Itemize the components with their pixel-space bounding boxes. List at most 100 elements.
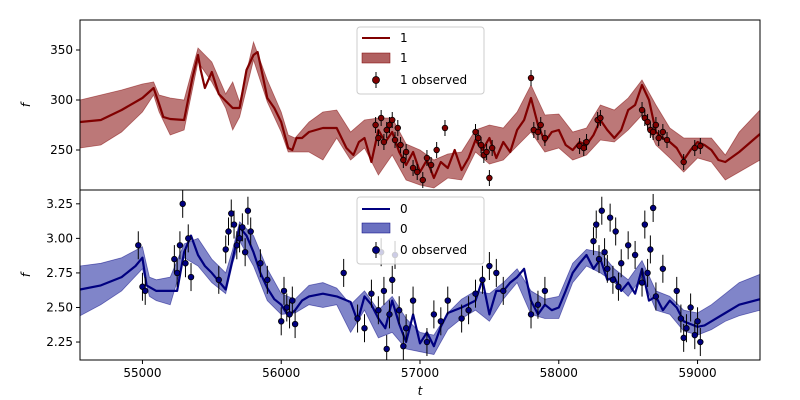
bottom-observed-marker	[652, 293, 660, 300]
bottom-observed-point	[233, 231, 241, 260]
top-y-tick-label: 250	[50, 143, 73, 157]
top-observed-marker	[527, 74, 535, 82]
bottom-observed-marker	[361, 325, 368, 332]
bottom-observed-point	[222, 235, 229, 264]
bottom-observed-marker	[691, 331, 698, 339]
bottom-observed-point	[179, 190, 186, 218]
top-observed-marker	[375, 134, 382, 142]
bottom-x-tick-label: 58000	[540, 366, 578, 380]
bottom-observed-point	[278, 307, 285, 336]
top-observed-marker	[372, 121, 379, 129]
top-observed-point	[597, 110, 604, 126]
bottom-y-tick-label: 3.00	[46, 231, 73, 245]
top-observed-point	[644, 114, 651, 130]
bottom-observed-marker	[247, 228, 254, 235]
bottom-observed-point	[185, 224, 192, 253]
top-observed-marker	[680, 158, 687, 166]
bottom-observed-marker	[185, 235, 192, 242]
top-observed-marker	[394, 124, 401, 132]
bottom-observed-point	[173, 258, 181, 287]
bottom-observed-point	[247, 217, 254, 246]
bottom-observed-point	[395, 296, 403, 325]
top-observed-marker	[583, 138, 590, 146]
top-confidence-band	[80, 40, 760, 189]
top-observed-point	[477, 137, 485, 153]
top-observed-marker	[377, 114, 385, 122]
bottom-observed-marker	[286, 311, 293, 318]
bottom-observed-marker	[340, 269, 347, 277]
top-observed-point	[394, 120, 401, 136]
bottom-observed-point	[683, 314, 690, 343]
bottom-observed-marker	[222, 246, 229, 253]
bottom-observed-marker	[604, 265, 611, 272]
bottom-observed-marker	[601, 248, 608, 256]
bottom-observed-marker	[631, 251, 639, 259]
bottom-observed-marker	[241, 248, 249, 256]
top-observed-point	[400, 152, 407, 168]
bottom-y-tick-label: 3.25	[46, 197, 73, 211]
bottom-observed-point	[659, 254, 667, 283]
top-observed-marker	[427, 161, 435, 169]
bottom-observed-marker	[409, 297, 417, 304]
bottom-observed-point	[361, 314, 368, 343]
bottom-observed-point	[601, 238, 608, 267]
bottom-observed-point	[606, 203, 614, 232]
bottom-observed-marker	[368, 290, 375, 297]
bottom-observed-point	[291, 310, 299, 339]
bottom-observed-point	[289, 286, 296, 315]
top-observed-marker	[652, 121, 660, 129]
top-observed-marker	[486, 174, 493, 182]
bottom-observed-marker	[142, 287, 149, 295]
bottom-observed-marker	[257, 260, 264, 267]
top-observed-point	[409, 160, 417, 176]
bottom-observed-marker	[677, 315, 685, 322]
bottom-observed-point	[402, 314, 410, 343]
bottom-x-tick-label: 55000	[123, 366, 161, 380]
top-observed-point	[377, 110, 385, 126]
bottom-x-tick-label: 59000	[678, 366, 716, 380]
top-observed-point	[541, 130, 549, 146]
bottom-observed-point	[423, 328, 431, 357]
bottom-observed-marker	[437, 318, 445, 325]
top-observed-point	[534, 124, 542, 140]
top-y-axis: 250 300 350	[50, 43, 80, 157]
bottom-observed-marker	[375, 307, 382, 314]
bottom-observed-marker	[171, 255, 178, 263]
bottom-observed-point	[641, 210, 649, 239]
bottom-observed-point	[280, 276, 288, 305]
top-observed-marker	[483, 148, 490, 156]
top-observed-marker	[697, 142, 704, 150]
bottom-observed-marker	[402, 325, 410, 332]
top-observed-point	[423, 150, 431, 166]
bottom-observed-point	[624, 231, 632, 260]
top-legend-entry-band: 1	[400, 51, 408, 65]
bottom-x-tick-label: 56000	[262, 366, 300, 380]
top-observed-point	[663, 132, 671, 148]
bottom-observed-point	[368, 279, 375, 308]
top-y-tick-label: 300	[50, 93, 73, 107]
top-observed-marker	[638, 106, 646, 114]
bottom-observed-marker	[233, 242, 241, 249]
bottom-observed-marker	[173, 269, 181, 277]
bottom-observed-point	[486, 252, 493, 281]
top-observed-marker	[534, 128, 542, 136]
bottom-observed-marker	[400, 342, 407, 350]
bottom-legend: 0 0 0 observed	[356, 196, 485, 265]
top-legend-entry-mean: 1	[400, 31, 408, 45]
bottom-observed-point	[479, 265, 486, 294]
top-observed-point	[652, 117, 660, 133]
bottom-observed-point	[187, 263, 195, 292]
bottom-observed-marker	[598, 207, 605, 214]
bottom-observed-point	[176, 231, 184, 260]
bottom-observed-point	[677, 304, 685, 333]
bottom-observed-marker	[383, 345, 390, 353]
bottom-observed-point	[444, 286, 451, 315]
top-observed-point	[414, 164, 421, 180]
bottom-observed-marker	[236, 235, 243, 242]
bottom-observed-marker	[680, 334, 687, 342]
bottom-observed-point	[534, 290, 542, 319]
bottom-observed-point	[697, 328, 704, 357]
bottom-observed-point	[215, 265, 222, 294]
bottom-observed-point	[239, 213, 246, 242]
bottom-observed-marker	[618, 260, 625, 267]
